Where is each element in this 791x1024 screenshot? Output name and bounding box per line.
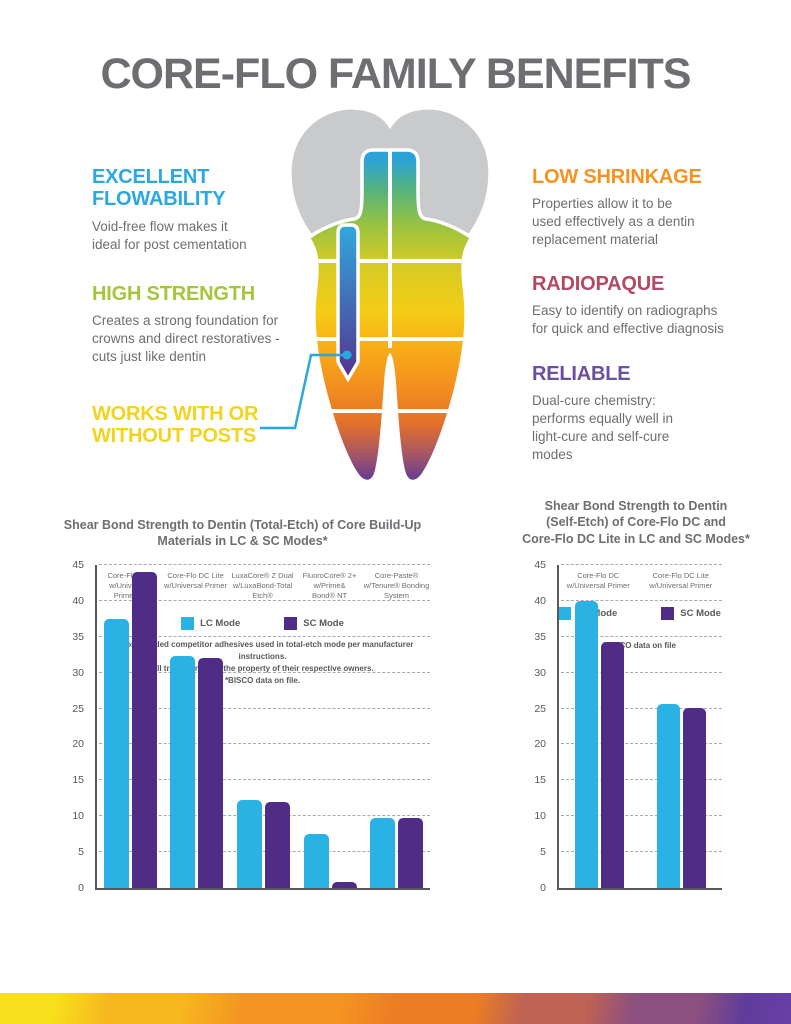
y-tick-label: 35: [72, 630, 84, 643]
y-tick-label: 45: [72, 559, 84, 571]
y-tick-label: 25: [534, 702, 546, 715]
benefit-body: Void-free flow makes it ideal for post c…: [92, 218, 247, 252]
legend-item: SC Mode: [284, 617, 344, 631]
y-axis-labels: 0 5 10 15 20 25 30 35 40 45: [58, 559, 90, 894]
benefit-works-with-or-without-posts: WORKS WITH OR WITHOUT POSTS: [92, 403, 284, 448]
lc-mode-bar: [170, 656, 196, 888]
category-label: LuxaCore® Z Dual w/LuxaBond-Total Etch®: [231, 571, 294, 601]
self-etch-chart: 0 5 10 15 20 25 30 35 40 45 Core-Flo DC w/Universa…: [520, 559, 722, 894]
sc-mode-bar: [331, 881, 357, 888]
y-tick-label: 20: [72, 738, 84, 751]
self-etch-chart-title: Shear Bond Strength to Dentin (Self-Etch…: [522, 499, 750, 546]
y-tick-label: 0: [540, 882, 546, 894]
category-label: Core-Flo DC Lite w/Universal Primer: [649, 571, 713, 591]
x-axis-labels: Core-Flo DC w/Universal Primer Core-Flo DC…: [557, 571, 722, 591]
bar-group: [559, 565, 641, 888]
benefit-low-shrinkage: LOW SHRINKAGE Properties allow it to be …: [532, 166, 744, 249]
category-label: Core-Flo DC Lite w/Universal Primer: [164, 571, 227, 591]
sc-mode-bar: [682, 707, 706, 888]
benefit-body: Dual-cure chemistry: performs equally we…: [532, 393, 674, 462]
category-label: Core-Flo DC w/Universal Primer™: [107, 571, 150, 601]
lc-mode-bar: [103, 618, 129, 888]
bar-group: [97, 565, 164, 888]
y-tick-label: 40: [72, 594, 84, 607]
benefit-heading: EXCELLENT FLOWABILITY: [92, 166, 226, 211]
plot-area: [557, 564, 723, 890]
y-tick-label: 25: [72, 702, 84, 715]
y-tick-label: 30: [534, 666, 546, 679]
post-shape: [336, 223, 360, 383]
y-tick-label: 35: [534, 630, 546, 643]
bar-group: [230, 565, 297, 888]
benefit-high-strength: HIGH STRENGTH Creates a strong foundatio…: [92, 283, 292, 366]
benefit-body: Easy to identify on radiographs for quic…: [532, 303, 724, 337]
benefit-body: Properties allow it to be used effective…: [532, 196, 695, 248]
y-tick-label: 40: [534, 594, 546, 607]
page-title: CORE-FLO FAMILY BENEFITS: [100, 50, 692, 98]
bar-group: [641, 565, 723, 888]
y-tick-label: 45: [534, 559, 546, 571]
y-tick-label: 15: [72, 774, 84, 787]
total-etch-chart: 0 5 10 15 20 25 30 35 40 45 Core-Flo DC w/Universa…: [58, 559, 430, 894]
sc-mode-swatch: [284, 617, 298, 631]
lc-mode-bar: [236, 799, 262, 888]
category-label: FluoroCore® 2+ w/Prime& Bond® NT: [302, 571, 357, 601]
sc-mode-swatch: [661, 607, 675, 621]
y-tick-label: 20: [534, 738, 546, 751]
benefit-radiopaque: RADIOPAQUE Easy to identify on radiograp…: [532, 273, 744, 338]
sc-mode-bar: [131, 572, 157, 888]
lc-mode-swatch: [558, 607, 572, 621]
category-label: Core-Flo DC w/Universal Primer: [566, 571, 630, 591]
y-tick-label: 15: [534, 774, 546, 787]
lc-mode-bar: [656, 704, 680, 888]
chart-footnote: *BISCO data on file: [603, 641, 676, 651]
benefit-body: Creates a strong foundation for crowns a…: [92, 313, 280, 365]
lc-mode-bar: [575, 600, 599, 888]
benefit-reliable: RELIABLE Dual-cure chemistry: performs e…: [532, 363, 744, 464]
y-tick-label: 10: [72, 810, 84, 823]
legend-label: SC Mode: [303, 618, 344, 630]
benefit-heading: HIGH STRENGTH: [92, 283, 255, 305]
benefit-heading: LOW SHRINKAGE: [532, 166, 702, 188]
sc-mode-bar: [398, 817, 424, 888]
post-callout-line: [260, 353, 345, 430]
legend-item: LC Mode: [181, 617, 241, 631]
sc-mode-bar: [264, 801, 290, 888]
benefit-heading: WORKS WITH OR WITHOUT POSTS: [92, 403, 259, 448]
legend-label: LC Mode: [200, 618, 241, 630]
sc-mode-bar: [601, 641, 625, 888]
bar-group: [297, 565, 364, 888]
legend-item: SC Mode: [661, 607, 721, 621]
bar-group: [164, 565, 231, 888]
category-label: Core-Paste® w/Tenure® Bonding System: [363, 571, 430, 601]
benefit-excellent-flowability: EXCELLENT FLOWABILITY Void-free flow mak…: [92, 166, 284, 253]
lc-mode-swatch: [181, 617, 195, 631]
benefit-heading: RADIOPAQUE: [532, 273, 665, 295]
tooth-illustration-wrap: [250, 98, 520, 498]
chart-footnote: Recommended competitor adhesives used in…: [111, 640, 414, 686]
x-axis-labels: Core-Flo DC w/Universal Primer™ Core-Flo D…: [95, 571, 430, 601]
tooth-illustration: [260, 106, 492, 480]
bar-group: [363, 565, 430, 888]
lc-mode-bar: [303, 834, 329, 888]
y-tick-label: 0: [78, 882, 84, 894]
benefit-heading: RELIABLE: [532, 363, 631, 385]
y-tick-label: 10: [534, 810, 546, 823]
chart-legend: LC Mode SC Mode: [95, 617, 430, 631]
y-tick-label: 5: [78, 846, 84, 859]
plot-area: [95, 564, 430, 890]
footer-color-stripe: [0, 993, 791, 1024]
y-axis-labels: 0 5 10 15 20 25 30 35 40 45: [520, 559, 552, 894]
total-etch-chart-title: Shear Bond Strength to Dentin (Total-Etc…: [63, 518, 422, 549]
post-callout-dot: [342, 350, 352, 360]
tooth-crown-cap: [288, 106, 492, 239]
sc-mode-bar: [198, 658, 224, 888]
y-tick-label: 30: [72, 666, 84, 679]
lc-mode-bar: [370, 818, 396, 888]
legend-label: SC Mode: [680, 608, 721, 620]
y-tick-label: 5: [540, 846, 546, 859]
